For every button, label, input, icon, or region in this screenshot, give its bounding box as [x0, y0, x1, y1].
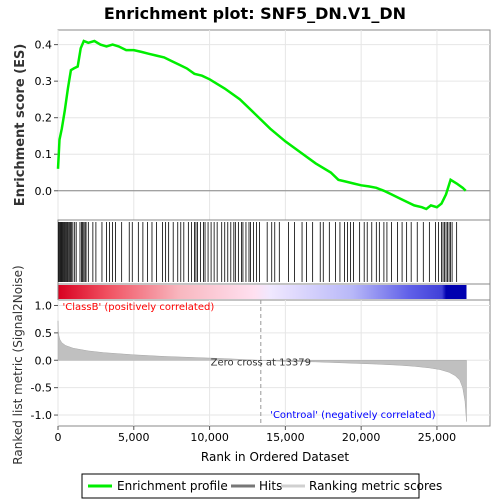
- ranking-metric-area: [57, 320, 467, 422]
- es-ytick-label: 0.3: [35, 75, 53, 88]
- es-ytick-label: 0.0: [35, 185, 53, 198]
- metric-xlabel: Rank in Ordered Dataset: [201, 450, 349, 464]
- xtick-label: 10,000: [190, 431, 229, 444]
- class-positive-annotation: 'ClassB' (positively correlated): [63, 302, 215, 313]
- xtick-label: 15,000: [266, 431, 305, 444]
- xtick-label: 25,000: [418, 431, 457, 444]
- zero-cross-annotation: Zero cross at 13379: [211, 358, 311, 369]
- metric-ytick-label: 0.5: [35, 327, 53, 340]
- enrichment-profile-line: [56, 39, 467, 211]
- es-ytick-label: 0.1: [35, 148, 53, 161]
- xtick-label: 20,000: [342, 431, 381, 444]
- xtick-label: 0: [55, 431, 62, 444]
- class-negative-annotation: 'Controal' (negatively correlated): [270, 410, 435, 421]
- hits-panel-frame: [57, 219, 491, 285]
- metric-ytick-label: 1.0: [35, 299, 53, 312]
- es-ytick-label: 0.2: [35, 112, 53, 125]
- legend: Enrichment profile Hits Ranking metric s…: [81, 473, 442, 499]
- legend-enrichment-label: Enrichment profile: [117, 479, 228, 493]
- es-panel-frame: [57, 29, 491, 221]
- es-ytick-label: 0.4: [35, 39, 53, 52]
- metric-ylabel: Ranked list metric (Signal2Noise): [11, 265, 25, 464]
- es-ylabel: Enrichment score (ES): [13, 44, 28, 207]
- es-panel: 0.0 0.1 0.2 0.3 0.4 Enrichment score (ES): [13, 29, 491, 221]
- xtick-label: 5,000: [118, 431, 150, 444]
- legend-hits-label: Hits: [259, 479, 282, 493]
- metric-ytick-label: -1.0: [31, 409, 52, 422]
- chart-title: Enrichment plot: SNF5_DN.V1_DN: [104, 4, 406, 23]
- rank-color-bar-panel: [57, 283, 491, 301]
- rank-color-bar: [58, 285, 467, 299]
- ranked-metric-panel: 1.0 0.5 0.0 -0.5 -1.00 5,000 10,000 15,000 20,00…: [11, 265, 491, 465]
- metric-ytick-label: 0.0: [35, 354, 53, 367]
- legend-metric-label: Ranking metric scores: [309, 479, 442, 493]
- metric-ytick-label: -0.5: [31, 382, 52, 395]
- hits-panel: [57, 219, 491, 285]
